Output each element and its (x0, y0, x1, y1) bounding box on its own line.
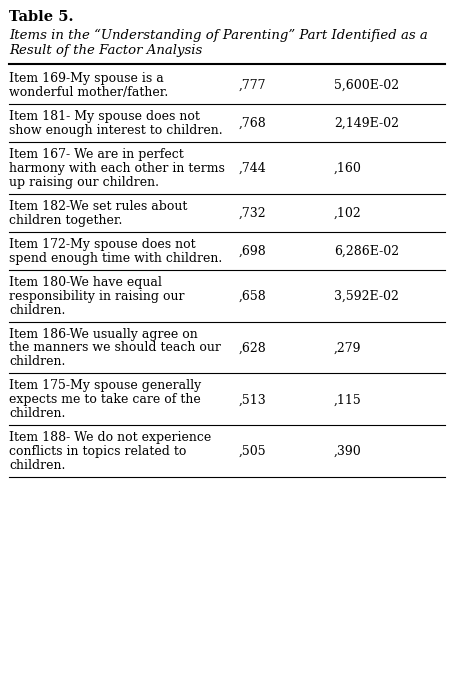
Text: Item 182-We set rules about: Item 182-We set rules about (9, 200, 188, 213)
Text: Items in the “Understanding of Parenting” Part Identified as a: Items in the “Understanding of Parenting… (9, 29, 428, 42)
Text: children.: children. (9, 459, 65, 472)
Text: up raising our children.: up raising our children. (9, 176, 159, 189)
Text: ,777: ,777 (238, 79, 266, 92)
Text: responsibility in raising our: responsibility in raising our (9, 290, 185, 303)
Text: ,390: ,390 (334, 445, 361, 458)
Text: children.: children. (9, 303, 65, 316)
Text: ,160: ,160 (334, 162, 361, 175)
Text: the manners we should teach our: the manners we should teach our (9, 342, 221, 355)
Text: Item 167- We are in perfect: Item 167- We are in perfect (9, 148, 184, 161)
Text: ,279: ,279 (334, 342, 361, 355)
Text: 3,592E-02: 3,592E-02 (334, 290, 399, 303)
Text: wonderful mother/father.: wonderful mother/father. (9, 86, 168, 99)
Text: Result of the Factor Analysis: Result of the Factor Analysis (9, 44, 202, 57)
Text: 6,286E-02: 6,286E-02 (334, 245, 399, 258)
Text: Item 169-My spouse is a: Item 169-My spouse is a (9, 72, 164, 85)
Text: expects me to take care of the: expects me to take care of the (9, 394, 201, 406)
Text: Item 181- My spouse does not: Item 181- My spouse does not (9, 110, 200, 123)
Text: Item 180-We have equal: Item 180-We have equal (9, 276, 162, 288)
Text: children.: children. (9, 355, 65, 368)
Text: children together.: children together. (9, 214, 123, 227)
Text: ,115: ,115 (334, 394, 361, 406)
Text: 5,600E-02: 5,600E-02 (334, 79, 399, 92)
Text: ,698: ,698 (238, 245, 266, 258)
Text: ,732: ,732 (238, 207, 266, 220)
Text: show enough interest to children.: show enough interest to children. (9, 124, 223, 137)
Text: Item 186-We usually agree on: Item 186-We usually agree on (9, 327, 198, 340)
Text: ,658: ,658 (238, 290, 266, 303)
Text: children.: children. (9, 407, 65, 420)
Text: ,505: ,505 (238, 445, 266, 458)
Text: Item 188- We do not experience: Item 188- We do not experience (9, 431, 211, 444)
Text: ,628: ,628 (238, 342, 266, 355)
Text: ,513: ,513 (238, 394, 266, 406)
Text: harmony with each other in terms: harmony with each other in terms (9, 162, 225, 175)
Text: 2,149E-02: 2,149E-02 (334, 117, 399, 130)
Text: Item 172-My spouse does not: Item 172-My spouse does not (9, 238, 196, 251)
Text: ,744: ,744 (238, 162, 266, 175)
Text: Table 5.: Table 5. (9, 10, 74, 24)
Text: ,102: ,102 (334, 207, 361, 220)
Text: spend enough time with children.: spend enough time with children. (9, 252, 222, 265)
Text: Item 175-My spouse generally: Item 175-My spouse generally (9, 379, 201, 392)
Text: ,768: ,768 (238, 117, 266, 130)
Text: conflicts in topics related to: conflicts in topics related to (9, 445, 187, 458)
